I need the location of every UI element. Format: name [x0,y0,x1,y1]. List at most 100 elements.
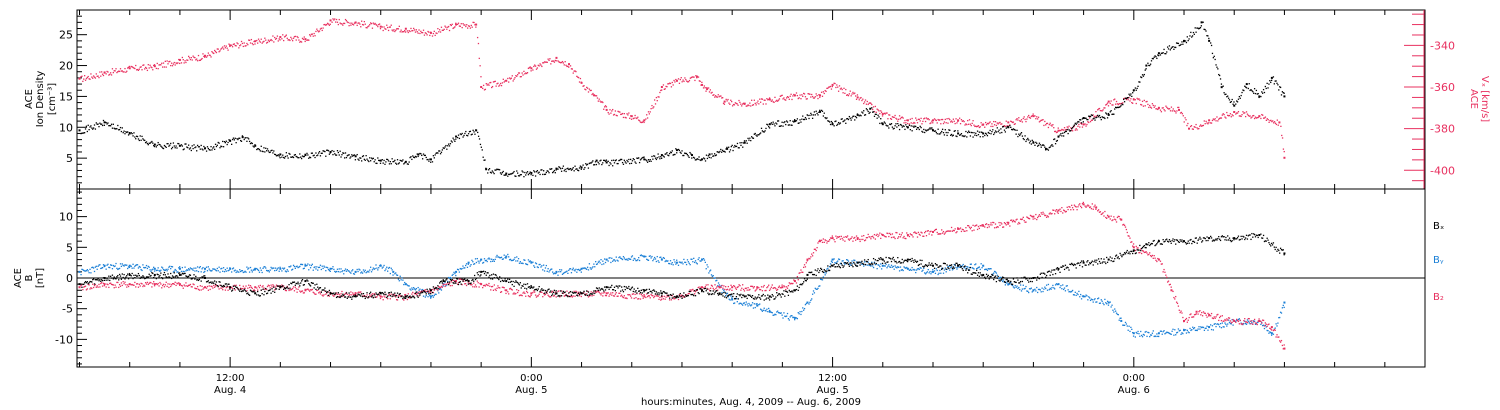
by-trace-dot [646,259,649,261]
velocity-trace-dot [228,43,230,45]
by-trace-dot [664,260,666,263]
velocity-trace-dot [102,74,105,77]
velocity-trace-dot [502,78,504,80]
velocity-trace-dot [1063,127,1066,129]
velocity-trace-dot [387,26,389,29]
velocity-trace-dot [559,61,561,64]
bz-data-point [254,286,257,289]
bz-trace-dot [547,294,549,296]
bz-trace-dot [105,286,107,288]
velocity-trace-dot [204,56,206,58]
velocity-trace-dot [690,76,692,79]
bz-trace-dot [124,281,126,283]
velocity-trace-dot [535,68,538,70]
velocity-trace-dot [801,94,803,96]
by-trace-dot [1114,310,1117,312]
bz-trace-dot [576,291,578,293]
bz-trace-dot [618,292,620,294]
by-trace-dot [439,288,442,290]
velocity-trace-dot [84,79,87,81]
by-trace-dot [132,263,134,265]
density-trace-dot [316,154,318,157]
velocity-trace-dot [840,87,842,89]
density-trace-dot [904,128,906,131]
velocity-trace-dot [829,85,832,88]
bz-trace-dot [119,285,122,287]
density-trace-dot [144,139,146,142]
velocity-trace-dot [614,110,617,112]
density-trace-dot [233,139,236,141]
density-trace-dot [535,171,538,173]
bz-trace-dot [265,288,268,291]
by-trace-dot [107,263,109,265]
bz-trace-dot [291,287,294,290]
velocity-trace-dot [518,72,521,74]
density-data-point [957,132,960,135]
density-trace-dot [1114,106,1117,109]
velocity-trace-dot [458,25,461,27]
density-trace-dot [864,114,867,116]
velocity-data-point [1082,123,1085,126]
velocity-trace-dot [827,87,829,89]
by-trace-dot [746,303,748,305]
velocity-trace-dot [846,94,848,96]
by-trace-dot [936,269,938,272]
bz-trace-dot [406,298,409,301]
by-trace-dot [498,256,500,258]
bz-trace-dot [472,286,474,288]
by-trace-dot [164,269,166,271]
by-trace-dot [897,266,899,268]
density-trace-dot [1202,21,1204,23]
by-trace-dot [524,259,526,261]
velocity-trace-dot [653,106,655,108]
by-trace-dot [1140,330,1142,333]
density-trace-dot [818,111,820,113]
by-trace-dot [787,318,790,320]
density-trace-dot [151,140,153,143]
velocity-trace-dot [719,95,721,97]
by-trace-dot [278,270,280,272]
density-trace-dot [207,147,210,150]
bz-trace-dot [540,291,542,293]
density-trace-dot [130,132,132,134]
bz-trace-dot [125,284,127,286]
bz-trace-dot [188,284,191,286]
density-trace-dot [751,136,753,138]
density-trace-dot [724,151,726,153]
density-data-point [1157,52,1160,55]
velocity-trace-dot [892,116,894,118]
velocity-trace-dot [1227,114,1229,117]
bz-trace-dot [446,283,448,285]
by-trace-dot [1242,323,1244,326]
velocity-trace-dot [378,23,381,25]
bz-trace-dot [577,291,580,293]
by-trace-dot [629,258,631,260]
density-trace-dot [887,125,889,127]
density-trace-dot [533,170,535,172]
density-trace-dot [1227,95,1229,97]
bz-trace-dot [352,293,355,295]
bz-trace-dot [715,287,717,290]
bz-trace-dot [317,289,319,291]
density-trace-dot [655,158,658,161]
bz-trace-dot [251,287,253,290]
velocity-trace-dot [487,83,489,85]
velocity-trace-dot [663,88,665,90]
bz-trace-dot [617,295,619,297]
velocity-trace-dot [768,97,771,99]
bz-trace-dot [373,292,375,295]
density-trace-dot [1226,96,1228,98]
velocity-trace-dot [398,25,400,27]
by-trace-dot [141,269,143,272]
density-trace-dot [738,147,740,149]
density-trace-dot [221,145,223,148]
by-trace-dot [727,296,729,298]
velocity-trace-dot [718,96,720,98]
density-trace-dot [878,116,880,118]
density-trace-dot [487,172,489,174]
velocity-trace-dot [1150,107,1153,109]
by-data-point [254,267,257,270]
by-trace-dot [958,266,961,268]
by-trace-dot [670,263,673,265]
velocity-trace-dot [722,102,725,104]
